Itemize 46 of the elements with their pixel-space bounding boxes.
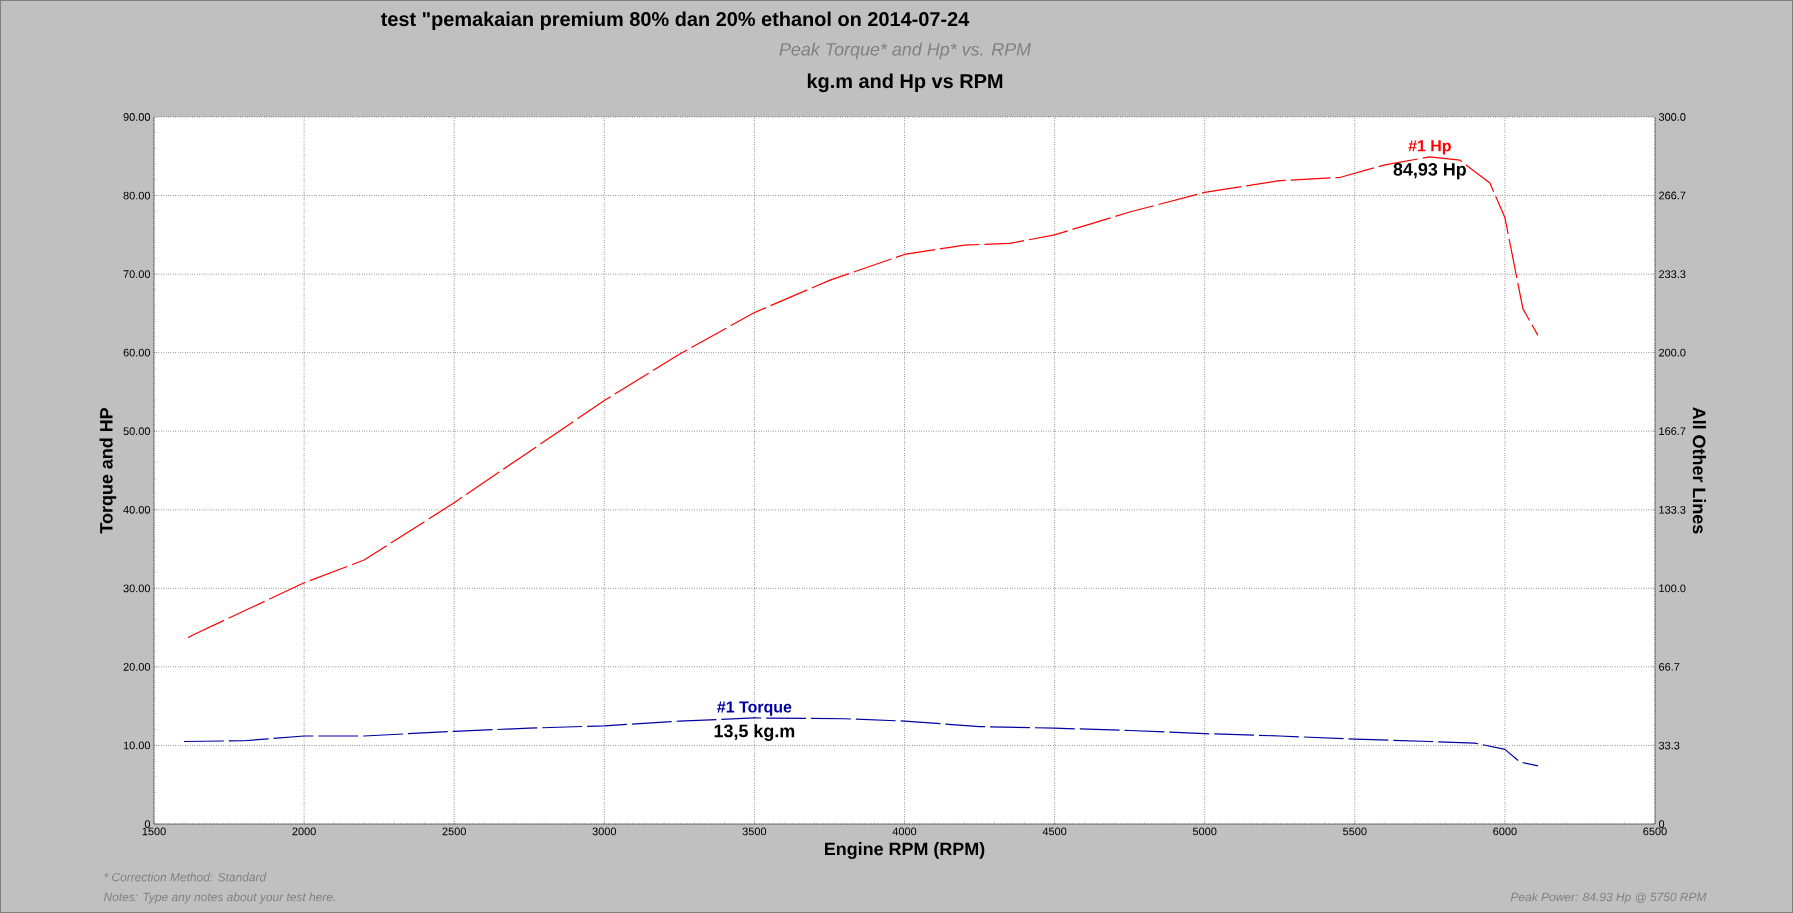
- x-tick-label: 3000: [592, 827, 617, 836]
- y2-tick-label: 133.3: [1659, 505, 1686, 514]
- chart-subtitle: Peak Torque* and Hp* vs. RPM: [779, 42, 1032, 60]
- line-series: [183, 717, 1539, 767]
- y2-tick-label: 66.7: [1659, 662, 1680, 671]
- x-tick-label: 5500: [1343, 827, 1367, 836]
- x-tick-label: 2000: [292, 827, 316, 836]
- y2-tick-label: 266.7: [1659, 191, 1686, 200]
- series-label: #1 Torque: [717, 701, 792, 716]
- annotation: 84,93 Hp: [1393, 163, 1466, 180]
- y-tick-label: 30.00: [123, 584, 151, 593]
- x-tick-label: 5000: [1192, 827, 1217, 836]
- x-tick-label: 6000: [1493, 827, 1517, 836]
- y-tick-label: 90.00: [123, 113, 151, 121]
- line-series: [187, 156, 1539, 639]
- y-tick-label: 50.00: [123, 427, 151, 436]
- x-tick-label: 4000: [892, 827, 917, 836]
- text: Peak Power: 84.93 Hp @ 5750 RPM: [1510, 892, 1707, 904]
- x-tick-label: 2500: [442, 827, 466, 836]
- x-tick-label: 1500: [142, 827, 166, 836]
- y2-tick-label: 166.7: [1659, 427, 1686, 436]
- y-tick-label: 10.00: [123, 741, 151, 750]
- y-axis-title: Torque and HP: [99, 408, 117, 534]
- y2-tick-label: 300.0: [1658, 113, 1686, 121]
- x-tick-label: 6500: [1643, 827, 1667, 836]
- y-tick-label: 60.00: [123, 348, 151, 357]
- y-tick-label: 20.00: [123, 663, 151, 671]
- text: * Correction Method: Standard: [104, 872, 267, 882]
- y2-axis-title: All Other Lines: [1692, 407, 1706, 534]
- text: kg.m and Hp vs RPM: [807, 73, 1003, 93]
- y2-tick-label: 200.0: [1659, 348, 1686, 357]
- x-axis-title: Engine RPM (RPM): [825, 842, 985, 859]
- y-tick-label: 0: [144, 820, 151, 828]
- x-tick-label: 4500: [1042, 827, 1067, 836]
- chart-title: test "pemakaian premium 80% dan 20% ethanol on 2014-07-24: [380, 11, 970, 31]
- y2-tick-label: 0: [1658, 820, 1665, 828]
- series-label: #1 Hp: [1408, 140, 1451, 155]
- y-tick-label: 80.00: [123, 191, 151, 200]
- y2-tick-label: 33.3: [1658, 741, 1680, 750]
- annotation: 13,5 kg.m: [714, 724, 795, 741]
- text: Notes: Type any notes about your test here.: [103, 892, 335, 904]
- y2-tick-label: 233.3: [1659, 270, 1686, 279]
- y-tick-label: 40.00: [123, 505, 151, 514]
- x-tick-label: 3500: [742, 827, 767, 836]
- y-tick-label: 70.00: [123, 270, 151, 278]
- y2-tick-label: 100.0: [1659, 584, 1686, 593]
